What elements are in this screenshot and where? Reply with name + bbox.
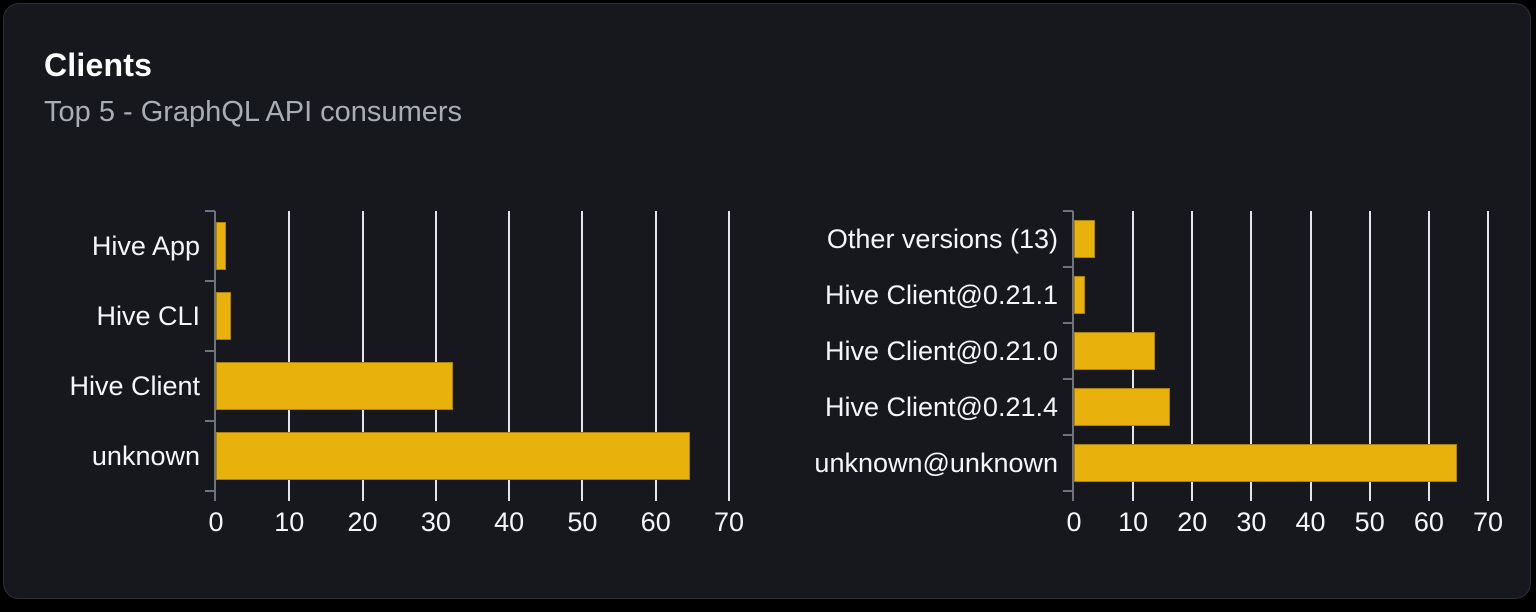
y-axis-tick bbox=[1063, 378, 1073, 380]
category-label-hive-cli: Hive CLI bbox=[96, 300, 200, 331]
category-label-unknown: unknown bbox=[91, 440, 200, 471]
gridline-70 bbox=[1487, 211, 1489, 501]
category-label-other-versions-13: Other versions (13) bbox=[826, 223, 1058, 254]
gridline-30 bbox=[1250, 211, 1252, 501]
bar-hive-client-0-21-4[interactable] bbox=[1074, 388, 1170, 426]
plot-area bbox=[205, 210, 730, 501]
x-tick-label-40: 40 bbox=[1295, 507, 1326, 537]
x-tick-label-70: 70 bbox=[1472, 507, 1504, 537]
category-label-hive-client-0-21-1: Hive Client@0.21.1 bbox=[824, 279, 1058, 310]
y-axis-tick bbox=[205, 280, 215, 282]
gridline-70 bbox=[728, 211, 730, 501]
x-tick-label-30: 30 bbox=[420, 507, 451, 537]
gridline-30 bbox=[435, 211, 437, 501]
card-title: Clients bbox=[44, 47, 153, 83]
y-axis-tick bbox=[1063, 490, 1073, 492]
gridline-10 bbox=[288, 211, 290, 501]
bar-hive-cli[interactable] bbox=[216, 292, 231, 340]
gridline-60 bbox=[1428, 211, 1430, 501]
card-subtitle: Top 5 - GraphQL API consumers bbox=[44, 96, 463, 129]
clients-card: Clients Top 5 - GraphQL API consumers Hi… bbox=[3, 3, 1531, 599]
x-tick-label-20: 20 bbox=[347, 507, 378, 537]
bar-hive-client[interactable] bbox=[216, 362, 453, 410]
clients-by-version-chart: Other versions (13) Hive Client@0.21.1 Hiv… bbox=[814, 210, 1503, 551]
y-axis-tick bbox=[1063, 266, 1073, 268]
y-axis-line bbox=[1072, 211, 1074, 501]
gridline-40 bbox=[508, 211, 510, 501]
x-tick-label-60: 60 bbox=[640, 507, 671, 537]
y-axis-tick bbox=[205, 420, 215, 422]
y-axis-line bbox=[214, 211, 216, 501]
x-tick-label-40: 40 bbox=[494, 507, 525, 537]
gridline-50 bbox=[581, 211, 583, 501]
clients-by-name-chart: Hive App Hive CLI Hive Client unknown 0 10 20 3… bbox=[46, 210, 744, 551]
x-tick-label-50: 50 bbox=[567, 507, 598, 537]
bar-hive-app[interactable] bbox=[216, 222, 226, 270]
category-label-unknown-unknown: unknown@unknown bbox=[814, 447, 1058, 478]
card-header: Clients Top 5 - GraphQL API consumers bbox=[44, 47, 463, 130]
bar-hive-client-0-21-1[interactable] bbox=[1074, 276, 1085, 314]
y-axis-tick bbox=[205, 350, 215, 352]
category-label-hive-app: Hive App bbox=[91, 230, 200, 261]
y-axis-tick bbox=[1063, 434, 1073, 436]
x-tick-label-20: 20 bbox=[1177, 507, 1208, 537]
y-axis-tick bbox=[205, 210, 215, 212]
category-label-hive-client-0-21-0: Hive Client@0.21.0 bbox=[824, 335, 1058, 366]
gridline-40 bbox=[1310, 211, 1312, 501]
x-tick-label-10: 10 bbox=[274, 507, 305, 537]
category-label-hive-client: Hive Client bbox=[69, 370, 200, 401]
y-axis-tick bbox=[1063, 210, 1073, 212]
plot-area bbox=[1063, 210, 1489, 501]
gridline-60 bbox=[655, 211, 657, 501]
gridline-20 bbox=[362, 211, 364, 501]
gridline-20 bbox=[1191, 211, 1193, 501]
x-tick-label-60: 60 bbox=[1413, 507, 1444, 537]
y-axis-tick bbox=[205, 490, 215, 492]
x-tick-label-70: 70 bbox=[713, 507, 745, 537]
y-axis-tick bbox=[1063, 322, 1073, 324]
x-tick-label-30: 30 bbox=[1236, 507, 1267, 537]
bar-unknown[interactable] bbox=[216, 432, 690, 480]
bar-unknown-unknown[interactable] bbox=[1074, 444, 1457, 482]
category-label-hive-client-0-21-4: Hive Client@0.21.4 bbox=[824, 391, 1058, 422]
bar-other-versions-13[interactable] bbox=[1074, 220, 1095, 258]
y-axis-labels: Other versions (13) Hive Client@0.21.1 Hiv… bbox=[814, 211, 1058, 491]
gridline-50 bbox=[1369, 211, 1371, 501]
bar-hive-client-0-21-0[interactable] bbox=[1074, 332, 1155, 370]
x-tick-label-0: 0 bbox=[208, 507, 224, 537]
y-axis-labels: Hive App Hive CLI Hive Client unknown bbox=[46, 211, 200, 491]
x-tick-label-50: 50 bbox=[1354, 507, 1385, 537]
x-tick-label-0: 0 bbox=[1066, 507, 1082, 537]
x-tick-label-10: 10 bbox=[1118, 507, 1149, 537]
